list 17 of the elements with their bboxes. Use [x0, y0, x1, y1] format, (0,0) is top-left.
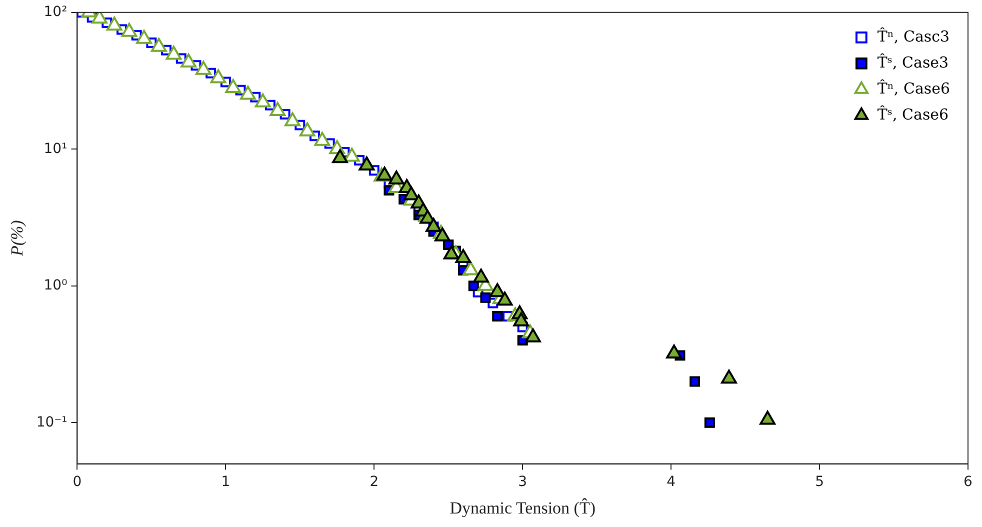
legend-label: T̂ˢ, Case3	[877, 52, 949, 72]
legend-label: T̂ⁿ, Casc3	[877, 26, 950, 46]
x-tick-label: 3	[518, 474, 528, 490]
legend-label: T̂ˢ, Case6	[877, 104, 949, 124]
x-tick-label: 6	[964, 474, 973, 490]
y-tick-label: 10²	[44, 4, 68, 20]
x-axis-title: Dynamic Tension (T̂)	[450, 498, 596, 518]
x-tick-label: 4	[666, 474, 676, 490]
legend-label: T̂ⁿ, Case6	[877, 78, 950, 98]
y-tick-label: 10⁰	[44, 278, 68, 294]
y-axis-title: P(%)	[8, 220, 27, 258]
x-tick-label: 5	[815, 474, 824, 490]
y-tick-label: 10¹	[44, 140, 68, 157]
x-tick-label: 2	[370, 474, 379, 490]
x-tick-label: 1	[221, 474, 230, 490]
x-tick-label: 0	[72, 474, 82, 490]
y-tick-label: 10⁻¹	[36, 414, 68, 430]
